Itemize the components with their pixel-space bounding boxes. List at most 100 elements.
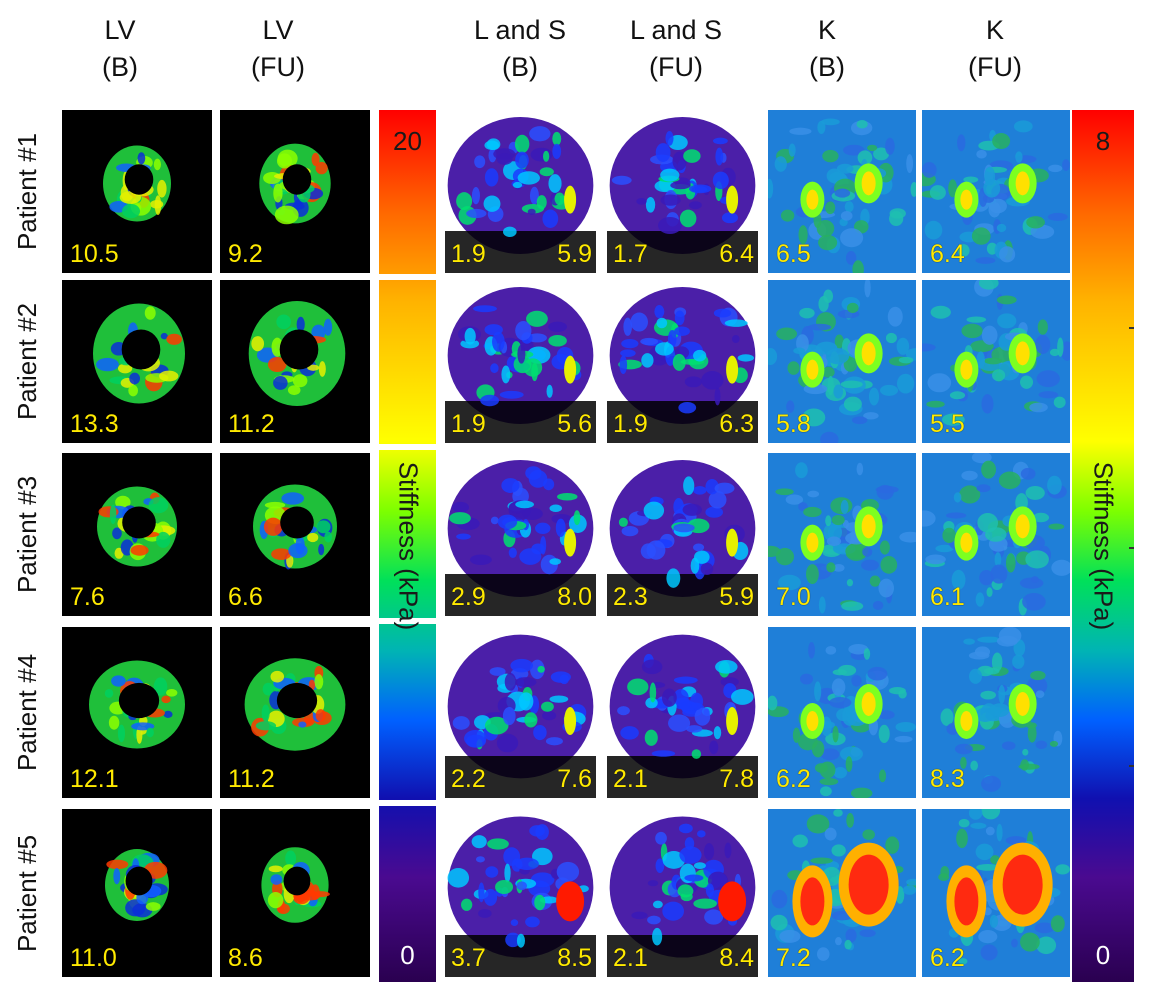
row-label-patient-4: Patient #4 [2,627,54,798]
column-header-1: LV (B) [50,12,190,86]
colorbar-ls-k: 8 Stiffness (kPa) 0 [1072,110,1134,982]
spleen-stiffness-value: 8.5 [557,944,592,972]
stiffness-value: 6.2 [776,765,811,793]
image-tile-ls-fu: 2.3 5.9 [605,453,760,616]
image-tile-lv-b: 10.5 [62,110,212,273]
image-tile-k-b: 6.5 [768,110,916,273]
stiffness-value: 7.2 [776,944,811,972]
column-header-title: L and S [473,15,567,45]
column-header-title: K [817,15,836,45]
elastogram-image [259,143,331,225]
stiffness-value: 11.0 [70,944,117,972]
stiffness-value: 6.2 [930,944,965,972]
stiffness-value: 7.6 [70,583,105,611]
colorbar-max-label: 8 [1095,126,1111,156]
column-header-timepoint: (FU) [968,52,1022,82]
elastogram-image [768,280,916,443]
elastogram-image [922,809,1070,977]
colorbar-divider [379,800,436,806]
row-label-text: Patient #3 [12,475,43,594]
image-tile-k-b: 5.8 [768,280,916,443]
column-header-4: L and S (FU) [606,12,746,86]
image-tile-k-fu: 6.2 [922,809,1070,977]
row-label-text: Patient #4 [12,653,43,772]
stiffness-value: 6.5 [776,240,811,268]
image-tile-k-fu: 6.1 [922,453,1070,616]
liver-stiffness-value: 2.3 [613,583,648,611]
colorbar-max-label: 20 [393,126,422,156]
row-label-patient-2: Patient #2 [2,280,54,443]
image-tile-lv-b: 12.1 [62,627,212,798]
stiffness-value: 5.8 [776,410,811,438]
image-tile-lv-fu: 11.2 [220,627,370,798]
liver-stiffness-value: 1.9 [451,240,486,268]
row-label-patient-3: Patient #3 [2,453,54,616]
image-tile-ls-b: 3.7 8.5 [443,809,598,977]
column-header-5: K (B) [757,12,897,86]
colorbar-divider [379,274,436,280]
image-tile-ls-fu: 2.1 8.4 [605,809,760,977]
liver-stiffness-value: 2.2 [451,765,486,793]
image-tile-lv-fu: 6.6 [220,453,370,616]
elastogram-image [768,809,916,977]
liver-stiffness-value: 2.1 [613,765,648,793]
row-label-text: Patient #2 [12,302,43,421]
row-label-text: Patient #5 [12,834,43,952]
image-tile-lv-fu: 11.2 [220,280,370,443]
colorbar-axis-label: Stiffness (kPa) [393,461,423,631]
elastogram-image [922,627,1070,798]
liver-stiffness-value: 1.9 [451,410,486,438]
spleen-stiffness-value: 7.6 [557,765,592,793]
column-header-2: LV (FU) [208,12,348,86]
elastogram-image [443,453,598,616]
stiffness-value: 12.1 [70,765,119,793]
elastogram-image [922,453,1070,616]
elastogram-image [97,486,177,567]
column-header-timepoint: (FU) [649,52,703,82]
image-tile-ls-fu: 1.7 6.4 [605,110,760,273]
spleen-stiffness-value: 8.4 [719,944,754,972]
elastogram-image [443,280,598,443]
column-header-6: K (FU) [925,12,1065,86]
stiffness-value: 11.2 [228,410,275,438]
elastogram-image [605,280,760,443]
elastogram-image [605,809,760,977]
column-header-3: L and S (B) [450,12,590,86]
stiffness-value: 7.0 [776,583,811,611]
image-tile-ls-b: 1.9 5.9 [443,110,598,273]
elastogram-image [605,627,760,798]
stiffness-value: 5.5 [930,410,965,438]
image-tile-lv-b: 11.0 [62,809,212,977]
elastogram-image [922,110,1070,273]
elastogram-image [768,110,916,273]
spleen-stiffness-value: 6.4 [719,240,754,268]
image-tile-ls-b: 2.2 7.6 [443,627,598,798]
elastogram-image [103,145,171,222]
colorbar-min-label: 0 [400,940,415,970]
stiffness-value: 6.1 [930,583,965,611]
image-tile-k-b: 6.2 [768,627,916,798]
colorbar-lv: 20 Stiffness (kPa) 0 [379,110,436,982]
colorbar-divider [379,444,436,450]
image-tile-lv-fu: 9.2 [220,110,370,273]
elastogram-image [443,809,598,977]
elastogram-image [248,301,346,406]
spleen-stiffness-value: 5.6 [557,410,592,438]
elastogram-image [768,627,916,798]
elastogram-image [922,280,1070,443]
elastogram-image [253,484,337,570]
spleen-stiffness-value: 7.8 [719,765,754,793]
column-header-timepoint: (FU) [251,52,305,82]
stiffness-value: 9.2 [228,240,263,268]
colorbar-divider [379,618,436,624]
elastogram-image [261,847,330,923]
colorbar-axis-label: Stiffness (kPa) [1088,461,1119,631]
elastogram-image [768,453,916,616]
elastogram-image [93,303,185,404]
stiffness-value: 6.4 [930,240,965,268]
liver-stiffness-value: 3.7 [451,944,486,972]
image-tile-k-b: 7.2 [768,809,916,977]
colorbar-tick [1129,547,1134,549]
spleen-stiffness-value: 5.9 [557,240,592,268]
image-tile-k-fu: 6.4 [922,110,1070,273]
